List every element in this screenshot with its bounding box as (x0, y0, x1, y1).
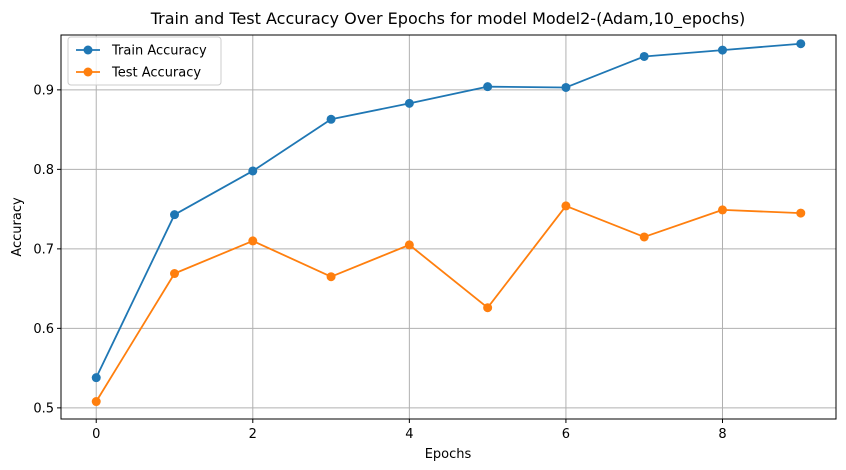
data-point (170, 210, 180, 220)
legend-label: Train Accuracy (111, 44, 207, 59)
data-point (639, 232, 649, 242)
data-point (717, 205, 727, 215)
y-tick-label: 0.7 (33, 242, 54, 257)
data-point (796, 39, 806, 49)
series-layer (91, 39, 806, 407)
data-point (91, 373, 101, 383)
data-point (248, 166, 258, 176)
x-axis-ticks: 0 2 4 6 8 (92, 419, 727, 442)
y-axis-label: Accuracy (10, 197, 25, 257)
x-tick-label: 0 (92, 427, 100, 442)
data-point (483, 82, 493, 92)
x-axis-label: Epochs (425, 447, 472, 462)
y-tick-label: 0.9 (33, 83, 54, 98)
grid (61, 35, 836, 419)
data-point (561, 82, 571, 92)
data-point (91, 397, 101, 407)
data-point (483, 303, 493, 313)
data-point (326, 114, 336, 124)
data-point (248, 236, 258, 246)
data-point (326, 272, 336, 282)
data-point (639, 51, 649, 61)
x-tick-label: 8 (718, 427, 726, 442)
y-tick-label: 0.8 (33, 163, 54, 178)
x-tick-label: 2 (249, 427, 257, 442)
y-tick-label: 0.6 (33, 322, 54, 337)
series-line (95, 42, 801, 379)
plot-area-frame (60, 34, 837, 420)
data-point (404, 98, 414, 108)
y-tick-label: 0.5 (33, 401, 54, 416)
series-train (91, 39, 806, 383)
series-test (91, 201, 806, 407)
legend-item: Test Accuracy (76, 66, 201, 81)
data-point (404, 240, 414, 250)
data-point (561, 201, 571, 211)
y-axis-ticks: 0.5 0.6 0.7 0.8 0.9 (33, 83, 61, 416)
series-line (95, 205, 801, 402)
data-point (796, 208, 806, 218)
data-point (717, 45, 727, 55)
data-point (170, 269, 180, 279)
legend-label: Test Accuracy (111, 66, 201, 81)
legend-box (67, 36, 222, 86)
chart-title: Train and Test Accuracy Over Epochs for … (150, 9, 746, 29)
legend: Train Accuracy Test Accuracy (67, 36, 222, 86)
x-tick-label: 6 (562, 427, 570, 442)
legend-marker (83, 67, 93, 77)
legend-marker (83, 45, 93, 55)
x-tick-label: 4 (405, 427, 413, 442)
legend-item: Train Accuracy (76, 44, 207, 59)
